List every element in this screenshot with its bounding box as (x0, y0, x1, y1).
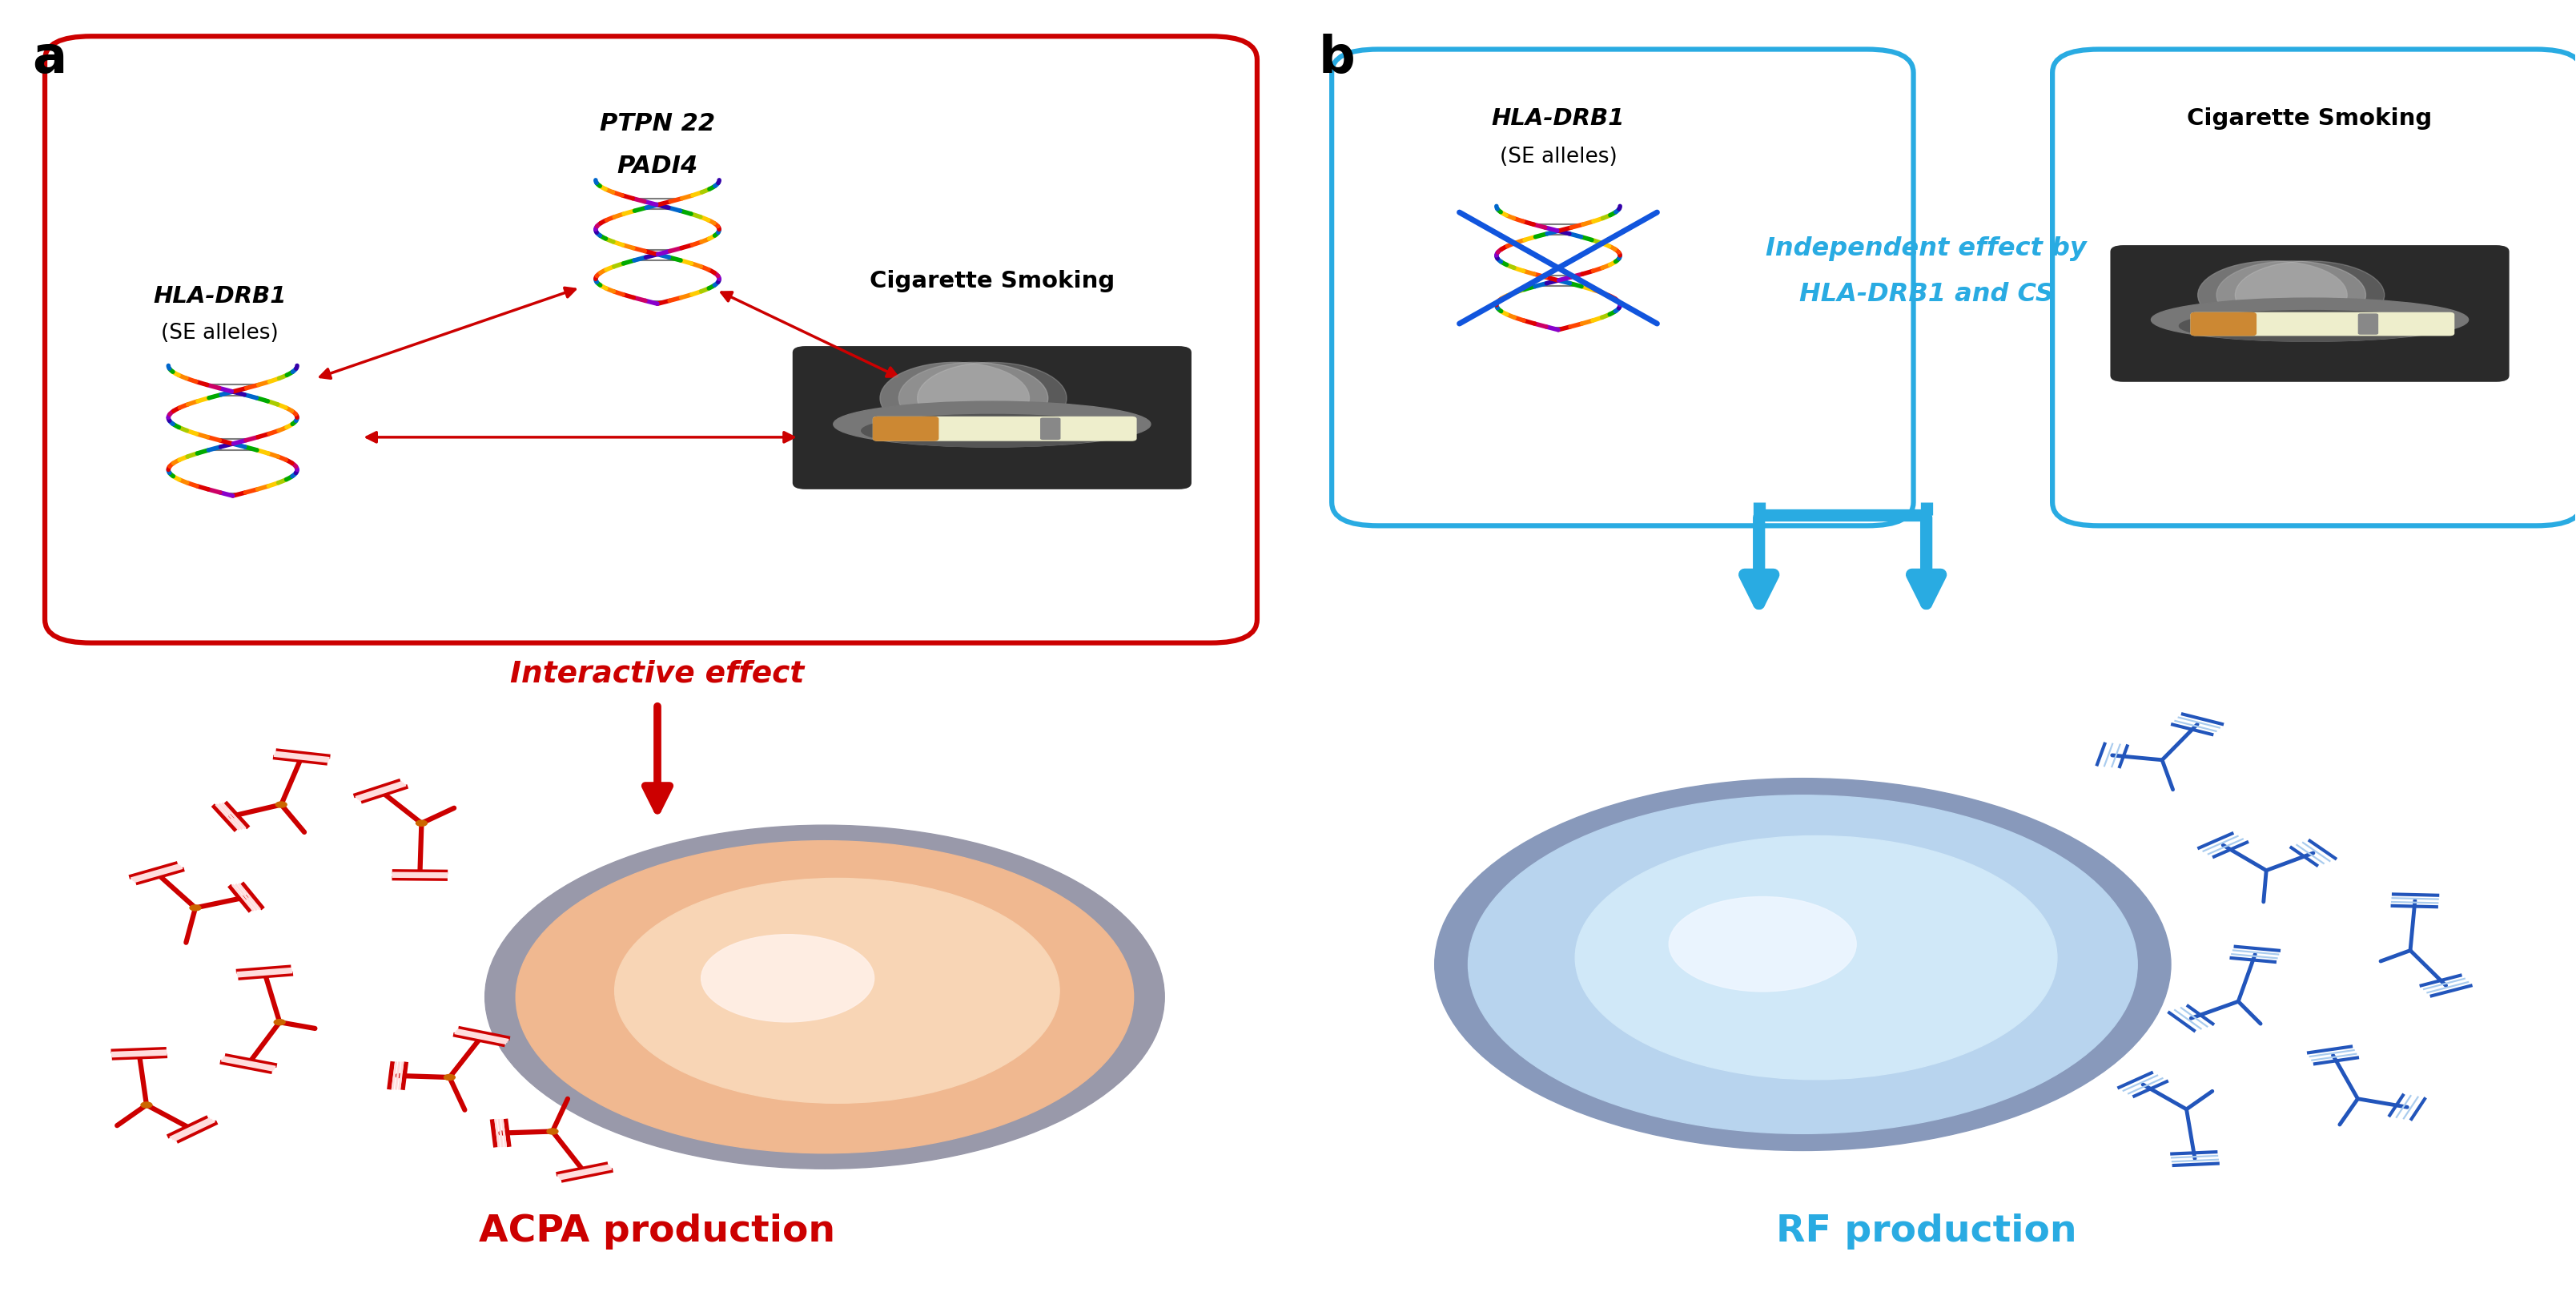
Text: Interactive effect: Interactive effect (510, 660, 804, 689)
FancyBboxPatch shape (2190, 312, 2257, 336)
Text: PADI4: PADI4 (616, 155, 698, 179)
FancyBboxPatch shape (793, 346, 1193, 489)
Ellipse shape (899, 363, 1048, 434)
Ellipse shape (917, 363, 1066, 434)
Ellipse shape (1669, 897, 1857, 991)
Ellipse shape (2236, 261, 2385, 329)
FancyBboxPatch shape (1041, 417, 1061, 439)
Text: (SE alleles): (SE alleles) (162, 322, 278, 343)
Ellipse shape (546, 1128, 559, 1134)
Ellipse shape (860, 415, 1123, 447)
Ellipse shape (142, 1102, 152, 1107)
Ellipse shape (835, 402, 1151, 447)
Ellipse shape (616, 879, 1059, 1103)
Ellipse shape (2179, 310, 2439, 342)
Text: HLA-DRB1: HLA-DRB1 (152, 286, 286, 308)
Text: PTPN 22: PTPN 22 (600, 112, 716, 136)
Ellipse shape (2215, 261, 2365, 329)
Ellipse shape (2197, 261, 2347, 329)
Text: a: a (31, 34, 67, 83)
Text: HLA-DRB1 and CS: HLA-DRB1 and CS (1798, 282, 2053, 306)
Ellipse shape (1577, 836, 2058, 1080)
Ellipse shape (1435, 778, 2172, 1150)
FancyBboxPatch shape (873, 416, 1136, 441)
Text: Cigarette Smoking: Cigarette Smoking (2187, 107, 2432, 129)
FancyBboxPatch shape (873, 416, 938, 441)
FancyBboxPatch shape (44, 37, 1257, 643)
Ellipse shape (881, 363, 1030, 434)
Text: (SE alleles): (SE alleles) (1499, 147, 1618, 168)
Text: RF production: RF production (1775, 1213, 2076, 1249)
Text: Cigarette Smoking: Cigarette Smoking (871, 270, 1115, 292)
Ellipse shape (515, 841, 1133, 1153)
FancyBboxPatch shape (2110, 245, 2509, 382)
Ellipse shape (1468, 795, 2138, 1133)
Ellipse shape (701, 935, 873, 1022)
Ellipse shape (2151, 299, 2468, 342)
FancyBboxPatch shape (1332, 50, 1914, 526)
Ellipse shape (273, 1020, 286, 1025)
FancyBboxPatch shape (2357, 313, 2378, 335)
Text: HLA-DRB1: HLA-DRB1 (1492, 107, 1625, 129)
Text: b: b (1319, 34, 1355, 83)
Text: ACPA production: ACPA production (479, 1213, 835, 1249)
FancyBboxPatch shape (2190, 312, 2455, 336)
Ellipse shape (443, 1074, 456, 1080)
Ellipse shape (276, 802, 286, 807)
Text: Independent effect by: Independent effect by (1765, 236, 2087, 261)
Ellipse shape (415, 820, 428, 825)
Ellipse shape (191, 905, 201, 910)
Ellipse shape (484, 825, 1164, 1168)
FancyBboxPatch shape (2053, 50, 2576, 526)
